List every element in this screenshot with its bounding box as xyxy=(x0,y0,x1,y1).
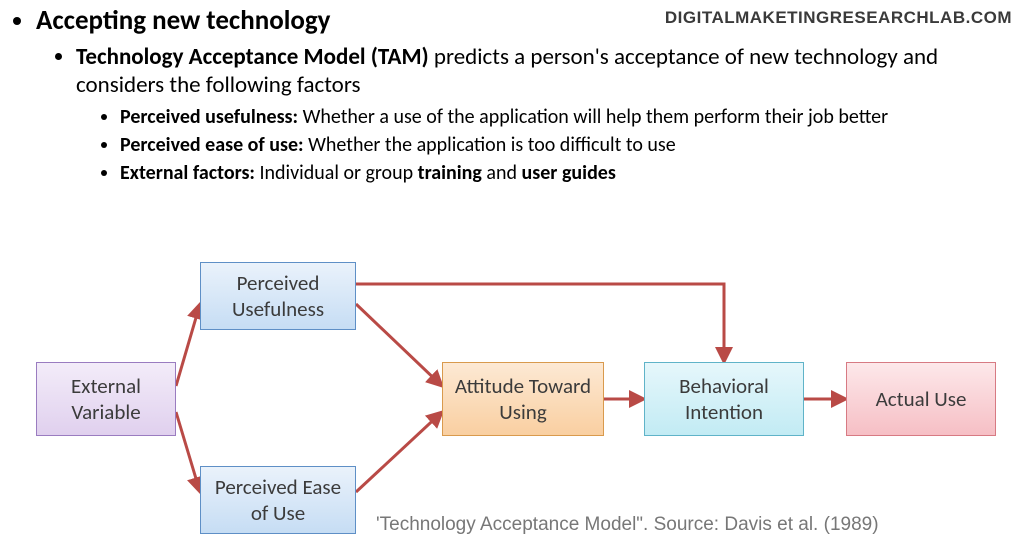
tam-lead-bold: Technology Acceptance Model (TAM) xyxy=(76,43,429,71)
watermark: DIGITALMAKETINGRESEARCHLAB.COM xyxy=(665,8,1012,28)
factor-item: Perceived usefulness: Whether a use of t… xyxy=(120,105,1024,129)
edge-peou-att xyxy=(356,412,442,492)
factor-rest: Whether a use of the application will he… xyxy=(298,105,888,129)
bullet-level-1: Accepting new technology Technology Acce… xyxy=(36,4,1024,185)
factor-label: Perceived usefulness: xyxy=(120,105,298,129)
factor-label: Perceived ease of use: xyxy=(120,133,304,157)
edge-pu-att xyxy=(356,304,442,386)
slide: DIGITALMAKETINGRESEARCHLAB.COM Accepting… xyxy=(0,4,1024,541)
factor-item: Perceived ease of use: Whether the appli… xyxy=(120,133,1024,157)
heading: Accepting new technology xyxy=(36,4,330,37)
edge-ext-peou xyxy=(176,412,200,492)
factor-label: External factors: xyxy=(120,161,255,185)
edge-pu-bi xyxy=(356,284,724,362)
bullet-level-3: Perceived usefulness: Whether a use of t… xyxy=(120,105,1024,185)
diagram-caption: 'Technology Acceptance Model". Source: D… xyxy=(376,514,879,536)
node-au: Actual Use xyxy=(846,362,996,436)
node-att: Attitude Toward Using xyxy=(442,362,604,436)
tam-diagram: External Variable Perceived Usefulness Per… xyxy=(0,256,1024,541)
node-peou: Perceived Ease of Use xyxy=(200,466,356,534)
edge-ext-pu xyxy=(176,304,200,386)
bullet-level-2: Technology Acceptance Model (TAM) predic… xyxy=(76,43,1024,185)
node-ext: External Variable xyxy=(36,362,176,436)
node-bi: Behavioral Intention xyxy=(644,362,804,436)
factor-rest: Whether the application is too difficult… xyxy=(304,133,676,157)
factor-rest: Individual or group training and user gu… xyxy=(255,161,616,185)
factor-item: External factors: Individual or group tr… xyxy=(120,161,1024,185)
node-pu: Perceived Usefulness xyxy=(200,262,356,330)
